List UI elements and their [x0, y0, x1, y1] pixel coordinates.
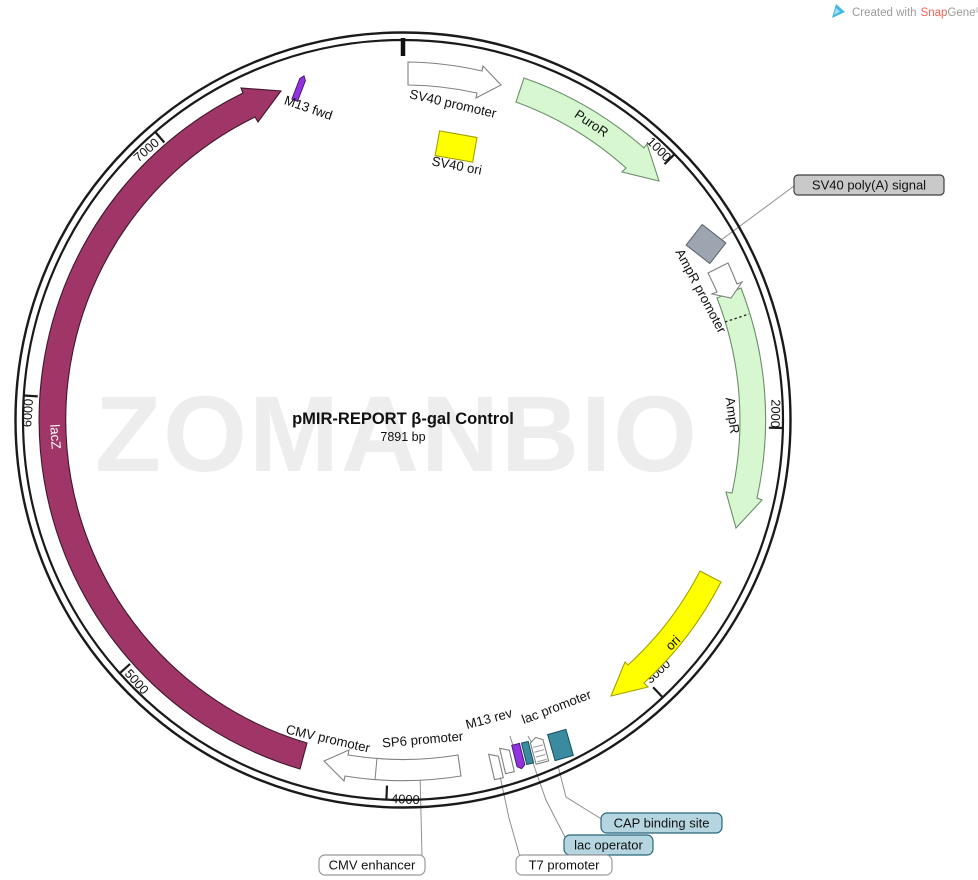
- feature-ampr-promoter[interactable]: [707, 262, 744, 299]
- plasmid-title: pMIR-REPORT β-gal Control 7891 bp: [292, 410, 514, 444]
- tick-label-6000: 6000: [19, 398, 36, 427]
- feature-lac-operator[interactable]: [520, 740, 535, 766]
- tick-label-4000: 4000: [391, 791, 420, 807]
- feature-ori[interactable]: [610, 570, 722, 697]
- lac-operator-callout-text: lac operator: [574, 838, 643, 853]
- feature-m13-fwd[interactable]: [291, 75, 307, 102]
- t7-promoter-callout-line: [496, 761, 521, 858]
- m13-rev-label[interactable]: M13 rev: [464, 705, 514, 732]
- plasmid-size: 7891 bp: [380, 430, 425, 444]
- feature-puror[interactable]: [515, 77, 660, 182]
- watermark-text: ZOMANBIO: [95, 373, 699, 494]
- snapgene-logo-icon: [832, 4, 845, 18]
- cmv-enhancer-callout-text: CMV enhancer: [329, 858, 416, 873]
- sv40-polya-callout-line: [712, 185, 795, 247]
- lac-promoter-label[interactable]: lac promoter: [519, 686, 593, 726]
- callout-labels: SV40 poly(A) signal CAP binding site lac…: [318, 174, 945, 876]
- feature-sv40-promoter[interactable]: [407, 61, 502, 100]
- lacz-label[interactable]: lacZ: [47, 424, 64, 450]
- feature-ampr[interactable]: [716, 287, 767, 530]
- sp6-cmv-divider: [374, 757, 378, 781]
- t7-promoter-callout-text: T7 promoter: [529, 858, 600, 873]
- sp6-promoter-label[interactable]: SP6 promoter: [381, 728, 464, 750]
- feature-cmv-sp6-promoter-arrow[interactable]: [323, 749, 462, 783]
- sv40-polya-callout[interactable]: SV40 poly(A) signal: [793, 174, 945, 196]
- tick-6000: [23, 394, 38, 398]
- m13-fwd-label[interactable]: M13 fwd: [282, 93, 334, 123]
- ampr-label[interactable]: AmpR: [722, 396, 742, 434]
- feature-m13-rev[interactable]: [511, 742, 526, 770]
- backbone-outer-ring: [14, 31, 792, 809]
- features: [38, 61, 767, 783]
- cap-binding-site-callout-line: [557, 765, 604, 821]
- tick-1000: [663, 153, 676, 165]
- cmv-enhancer-callout-line: [419, 771, 423, 857]
- cap-binding-site-callout[interactable]: CAP binding site: [600, 812, 723, 834]
- t7-promoter-callout[interactable]: T7 promoter: [515, 854, 613, 876]
- cmv-enhancer-callout[interactable]: CMV enhancer: [318, 854, 426, 876]
- tick-5000: [118, 663, 131, 675]
- tick-label-2000: 2000: [768, 399, 784, 428]
- sv40-ori-label[interactable]: SV40 ori: [431, 153, 484, 177]
- feature-small-promoter-slat[interactable]: [498, 746, 515, 775]
- feature-sv40-ori[interactable]: [434, 130, 478, 163]
- feature-lacz[interactable]: [38, 87, 308, 770]
- tick-7000: [154, 131, 166, 144]
- ampr-signal-sequence-divider: [724, 313, 750, 323]
- plasmid-name: pMIR-REPORT β-gal Control: [292, 410, 514, 428]
- tick-3000: [652, 686, 664, 699]
- sv40-polya-callout-text: SV40 poly(A) signal: [812, 178, 926, 193]
- feature-t7-promoter[interactable]: [487, 752, 504, 781]
- tick-4000: [385, 785, 389, 800]
- cap-binding-site-callout-text: CAP binding site: [614, 816, 710, 831]
- feature-lac-promoter[interactable]: [529, 736, 550, 765]
- lac-operator-callout[interactable]: lac operator: [563, 834, 654, 856]
- feature-cap-binding-site[interactable]: [547, 728, 574, 762]
- feature-sv40-polya-signal[interactable]: [685, 223, 727, 265]
